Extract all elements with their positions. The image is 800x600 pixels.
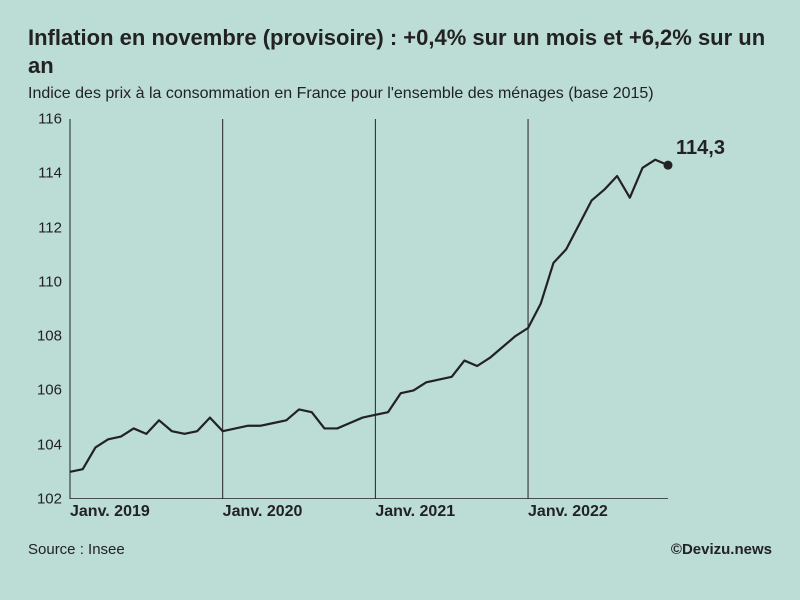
y-tick-label: 104 [28, 436, 62, 453]
credit-label: ©Devizu.news [671, 541, 772, 558]
end-value-label: 114,3 [676, 137, 725, 160]
y-tick-label: 116 [28, 111, 62, 128]
source-label: Source : Insee [28, 541, 125, 558]
y-tick-label: 112 [28, 219, 62, 236]
y-tick-label: 110 [28, 273, 62, 290]
end-marker [664, 161, 673, 170]
x-tick-label: Janv. 2020 [223, 503, 303, 521]
y-tick-label: 102 [28, 491, 62, 508]
chart-svg [28, 119, 728, 499]
chart-subtitle: Indice des prix à la consommation en Fra… [28, 85, 772, 103]
y-tick-label: 108 [28, 328, 62, 345]
x-tick-label: Janv. 2022 [528, 503, 608, 521]
y-tick-label: 106 [28, 382, 62, 399]
chart-title: Inflation en novembre (provisoire) : +0,… [28, 24, 772, 79]
y-tick-label: 114 [28, 165, 62, 182]
chart-footer: Source : Insee ©Devizu.news [28, 541, 772, 558]
x-tick-label: Janv. 2019 [70, 503, 150, 521]
plot-area: 102104106108110112114116Janv. 2019Janv. … [28, 119, 728, 527]
data-line [70, 160, 668, 472]
chart-container: Inflation en novembre (provisoire) : +0,… [0, 0, 800, 600]
x-tick-label: Janv. 2021 [375, 503, 455, 521]
